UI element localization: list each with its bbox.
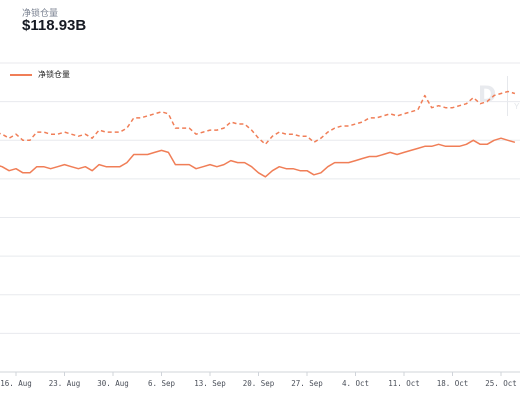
x-tick-label: 30. Aug — [97, 379, 129, 388]
metric-label: 净锁仓量 — [22, 8, 59, 18]
series-line-solid[interactable] — [0, 137, 516, 178]
x-tick-label: 16. Aug — [0, 379, 32, 388]
axis-layer: 16. Aug 23. Aug 30. Aug 6. Sep 13. Sep 20. Se… — [0, 371, 520, 388]
x-tick-label: 6. Sep — [148, 379, 176, 388]
x-tick-label: 13. Sep — [194, 379, 226, 388]
series-layer — [0, 90, 516, 178]
x-tick-label: 11. Oct — [388, 379, 420, 388]
x-tick-label: 18. Oct — [437, 379, 469, 388]
grid-layer — [0, 62, 520, 334]
metric-value: $118.93B — [22, 17, 87, 34]
chart-legend[interactable]: 净锁仓量 — [10, 69, 70, 80]
watermark-sub: Y — [514, 102, 520, 111]
legend-label: 净锁仓量 — [38, 70, 70, 79]
x-tick-label: 25. Oct — [485, 379, 517, 388]
legend-swatch — [10, 73, 32, 76]
x-tick-label: 27. Sep — [291, 379, 323, 388]
x-tick-label: 4. Oct — [342, 379, 369, 388]
watermark-divider — [507, 76, 508, 116]
x-tick-label: 23. Aug — [49, 379, 81, 388]
series-line-dashed[interactable] — [0, 90, 516, 146]
x-tick-label: 20. Sep — [243, 379, 275, 388]
